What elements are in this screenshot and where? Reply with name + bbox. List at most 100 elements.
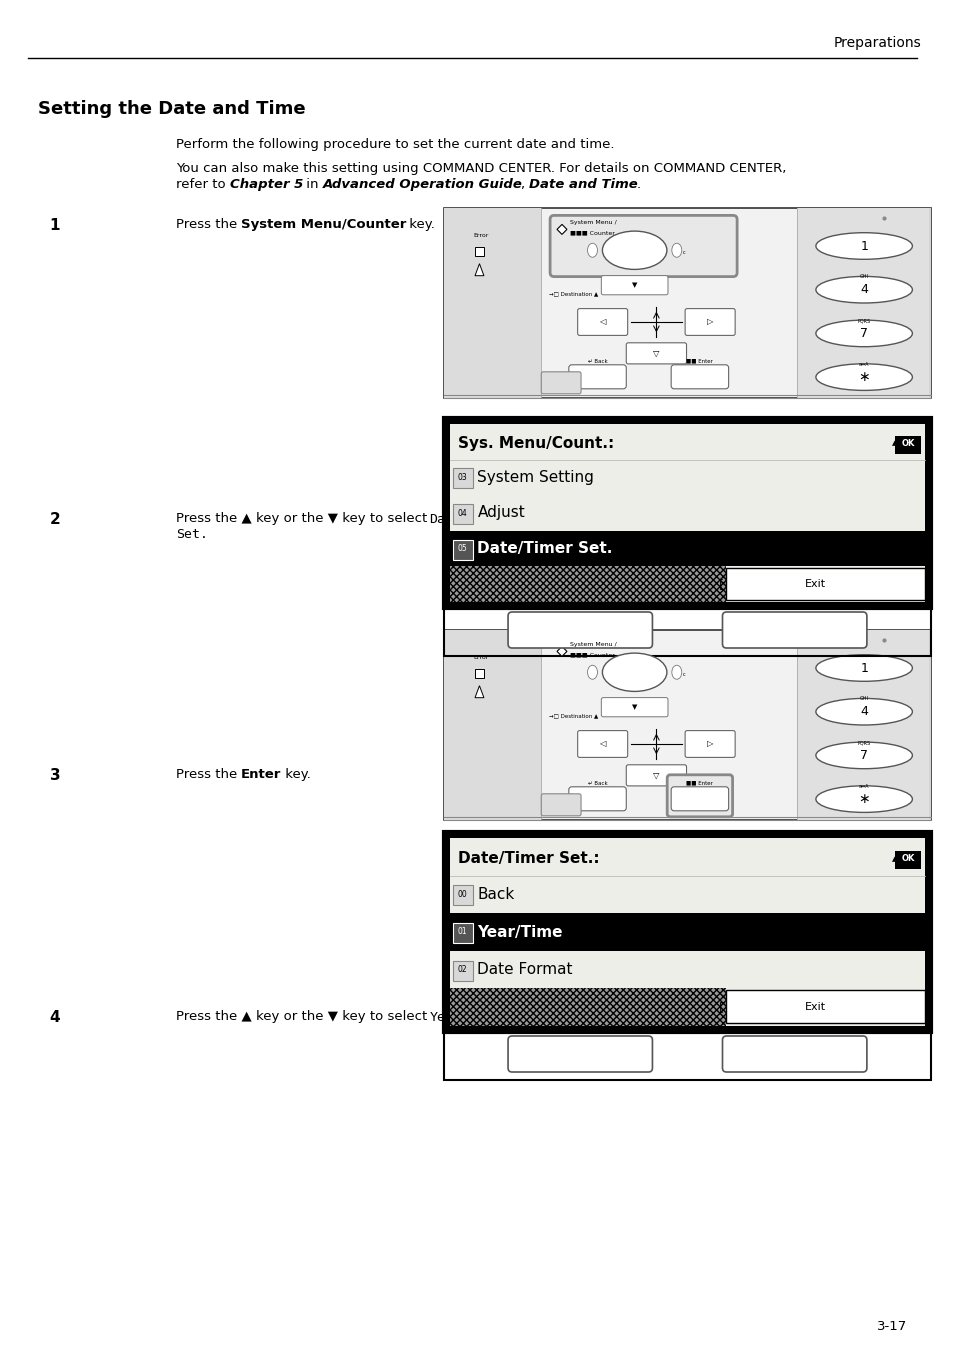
Text: Exit: Exit — [804, 1002, 825, 1012]
Text: ◁: ◁ — [598, 317, 605, 327]
FancyBboxPatch shape — [600, 697, 667, 717]
Text: Setting the Date and Time: Setting the Date and Time — [37, 100, 305, 118]
Text: 03: 03 — [457, 473, 467, 482]
Text: System Menu/Counter: System Menu/Counter — [241, 218, 406, 231]
Text: ↵ Back: ↵ Back — [587, 359, 607, 363]
Text: OK: OK — [901, 854, 914, 863]
Text: 1: 1 — [50, 218, 60, 232]
FancyBboxPatch shape — [671, 786, 728, 811]
Text: in: in — [302, 178, 323, 190]
Text: ,: , — [520, 178, 529, 190]
Ellipse shape — [815, 232, 911, 259]
Text: You can also make this setting using COMMAND CENTER. For details on COMMAND CENT: You can also make this setting using COM… — [176, 162, 786, 176]
FancyBboxPatch shape — [453, 539, 472, 559]
Text: Year/Time: Year/Time — [429, 1011, 501, 1023]
FancyBboxPatch shape — [721, 1036, 866, 1071]
FancyBboxPatch shape — [508, 612, 652, 648]
Text: ■■■ Counter: ■■■ Counter — [569, 653, 614, 658]
Ellipse shape — [671, 243, 681, 257]
Text: 7: 7 — [860, 327, 867, 340]
FancyBboxPatch shape — [449, 566, 724, 603]
Text: System Menu /: System Menu / — [569, 642, 616, 647]
FancyBboxPatch shape — [449, 838, 924, 1025]
Text: ]: ] — [924, 1001, 929, 1013]
Text: key.: key. — [281, 767, 311, 781]
Text: ]: ] — [924, 578, 929, 590]
FancyBboxPatch shape — [724, 567, 924, 600]
Text: ∗: ∗ — [858, 370, 869, 384]
FancyBboxPatch shape — [797, 208, 930, 399]
FancyBboxPatch shape — [443, 630, 540, 820]
Text: ■■ Enter: ■■ Enter — [686, 781, 713, 786]
Text: Press the: Press the — [176, 218, 241, 231]
Text: refer to: refer to — [176, 178, 230, 190]
FancyBboxPatch shape — [540, 372, 580, 393]
FancyBboxPatch shape — [895, 435, 921, 454]
Text: Press the ▲ key or the ▼ key to select: Press the ▲ key or the ▼ key to select — [176, 1011, 432, 1023]
Text: GHI: GHI — [859, 274, 868, 280]
Text: ↵ Back: ↵ Back — [587, 781, 607, 786]
FancyBboxPatch shape — [453, 961, 472, 981]
FancyBboxPatch shape — [453, 504, 472, 524]
Text: a↔A: a↔A — [858, 362, 868, 367]
Polygon shape — [475, 686, 483, 697]
Polygon shape — [475, 263, 483, 276]
FancyBboxPatch shape — [568, 365, 625, 389]
Text: Adjust: Adjust — [476, 505, 525, 520]
FancyBboxPatch shape — [684, 731, 735, 758]
Text: c: c — [682, 250, 684, 255]
Text: GHI: GHI — [859, 697, 868, 701]
Ellipse shape — [815, 698, 911, 725]
Text: [: [ — [718, 578, 722, 590]
Text: System Menu /: System Menu / — [569, 220, 616, 226]
Text: Perform the following procedure to set the current date and time.: Perform the following procedure to set t… — [176, 138, 614, 151]
Text: a↔A: a↔A — [858, 784, 868, 789]
Text: ▼: ▼ — [631, 282, 637, 288]
Text: Press the ▲ key or the ▼ key to select: Press the ▲ key or the ▼ key to select — [176, 512, 432, 526]
Text: System Setting: System Setting — [476, 470, 594, 485]
FancyBboxPatch shape — [449, 531, 924, 566]
Ellipse shape — [815, 742, 911, 769]
Text: Date Format: Date Format — [476, 962, 573, 977]
Text: Date/Timer Set.:: Date/Timer Set.: — [457, 851, 598, 866]
Text: ∗: ∗ — [858, 792, 869, 807]
Text: Date/Timer Set.: Date/Timer Set. — [476, 542, 612, 557]
Text: key.: key. — [405, 218, 435, 231]
Text: PQRS: PQRS — [857, 319, 870, 323]
Text: Back: Back — [476, 886, 515, 902]
Text: ▷: ▷ — [706, 317, 713, 327]
Text: Preparations: Preparations — [833, 36, 921, 50]
Text: 7: 7 — [860, 748, 867, 762]
FancyBboxPatch shape — [600, 276, 667, 295]
FancyBboxPatch shape — [724, 990, 924, 1024]
Text: Sys. Menu/Count.:: Sys. Menu/Count.: — [457, 436, 614, 451]
Text: Chapter 5: Chapter 5 — [230, 178, 303, 190]
FancyBboxPatch shape — [449, 424, 924, 603]
FancyBboxPatch shape — [625, 343, 686, 363]
Ellipse shape — [601, 231, 666, 269]
FancyBboxPatch shape — [453, 885, 472, 905]
Text: Enter: Enter — [241, 767, 281, 781]
Text: Error: Error — [473, 232, 488, 238]
Text: ▽: ▽ — [653, 771, 659, 780]
FancyBboxPatch shape — [578, 731, 627, 758]
Bar — [475, 669, 483, 678]
Text: Set.: Set. — [176, 528, 208, 540]
Ellipse shape — [587, 665, 597, 680]
Ellipse shape — [815, 655, 911, 681]
FancyBboxPatch shape — [797, 630, 930, 820]
FancyBboxPatch shape — [625, 765, 686, 786]
Bar — [475, 247, 483, 255]
FancyBboxPatch shape — [508, 1036, 652, 1071]
Ellipse shape — [601, 653, 666, 692]
FancyBboxPatch shape — [443, 208, 930, 399]
Text: 3-17: 3-17 — [876, 1320, 906, 1333]
Ellipse shape — [815, 786, 911, 812]
Text: 2: 2 — [50, 512, 60, 527]
Polygon shape — [557, 224, 566, 235]
Text: →□ Destination ▲: →□ Destination ▲ — [549, 292, 598, 297]
FancyBboxPatch shape — [721, 612, 866, 648]
Text: 05: 05 — [457, 544, 467, 553]
Text: 00: 00 — [457, 890, 467, 898]
Text: Error: Error — [473, 655, 488, 659]
